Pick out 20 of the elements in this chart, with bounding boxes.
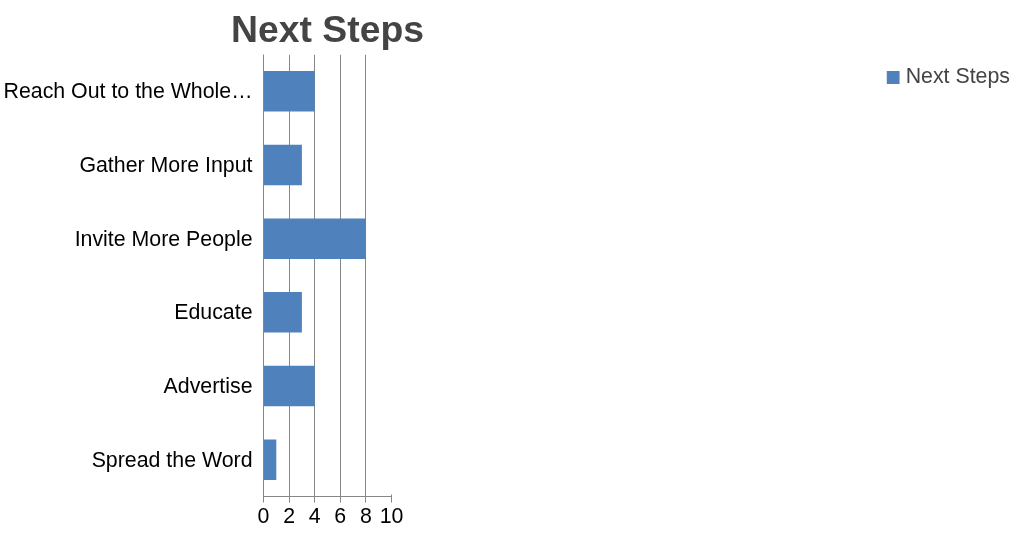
x-tick-label: 6 [334, 503, 347, 528]
y-tick-label: Invite More People [74, 226, 253, 251]
y-tick-label: Educate [174, 300, 253, 325]
bar [263, 292, 302, 333]
y-tick-label: Spread the Word [91, 447, 253, 472]
bar [263, 365, 315, 407]
x-tick-label: 8 [359, 503, 372, 528]
bar [263, 439, 277, 480]
x-tick-label: 2 [283, 503, 296, 528]
x-tick-label: 4 [308, 503, 321, 528]
bar [263, 218, 366, 259]
x-tick-label: 10 [379, 503, 404, 528]
y-tick-label: Reach Out to the Whole… [3, 79, 253, 104]
bar [263, 144, 302, 186]
x-tick-label: 0 [257, 503, 270, 528]
bar [263, 71, 315, 112]
y-tick-label: Advertise [163, 374, 253, 398]
legend-label: Next Steps [905, 64, 1010, 89]
chart-title: Next Steps [231, 7, 424, 50]
y-tick-label: Gather More Input [79, 153, 253, 177]
